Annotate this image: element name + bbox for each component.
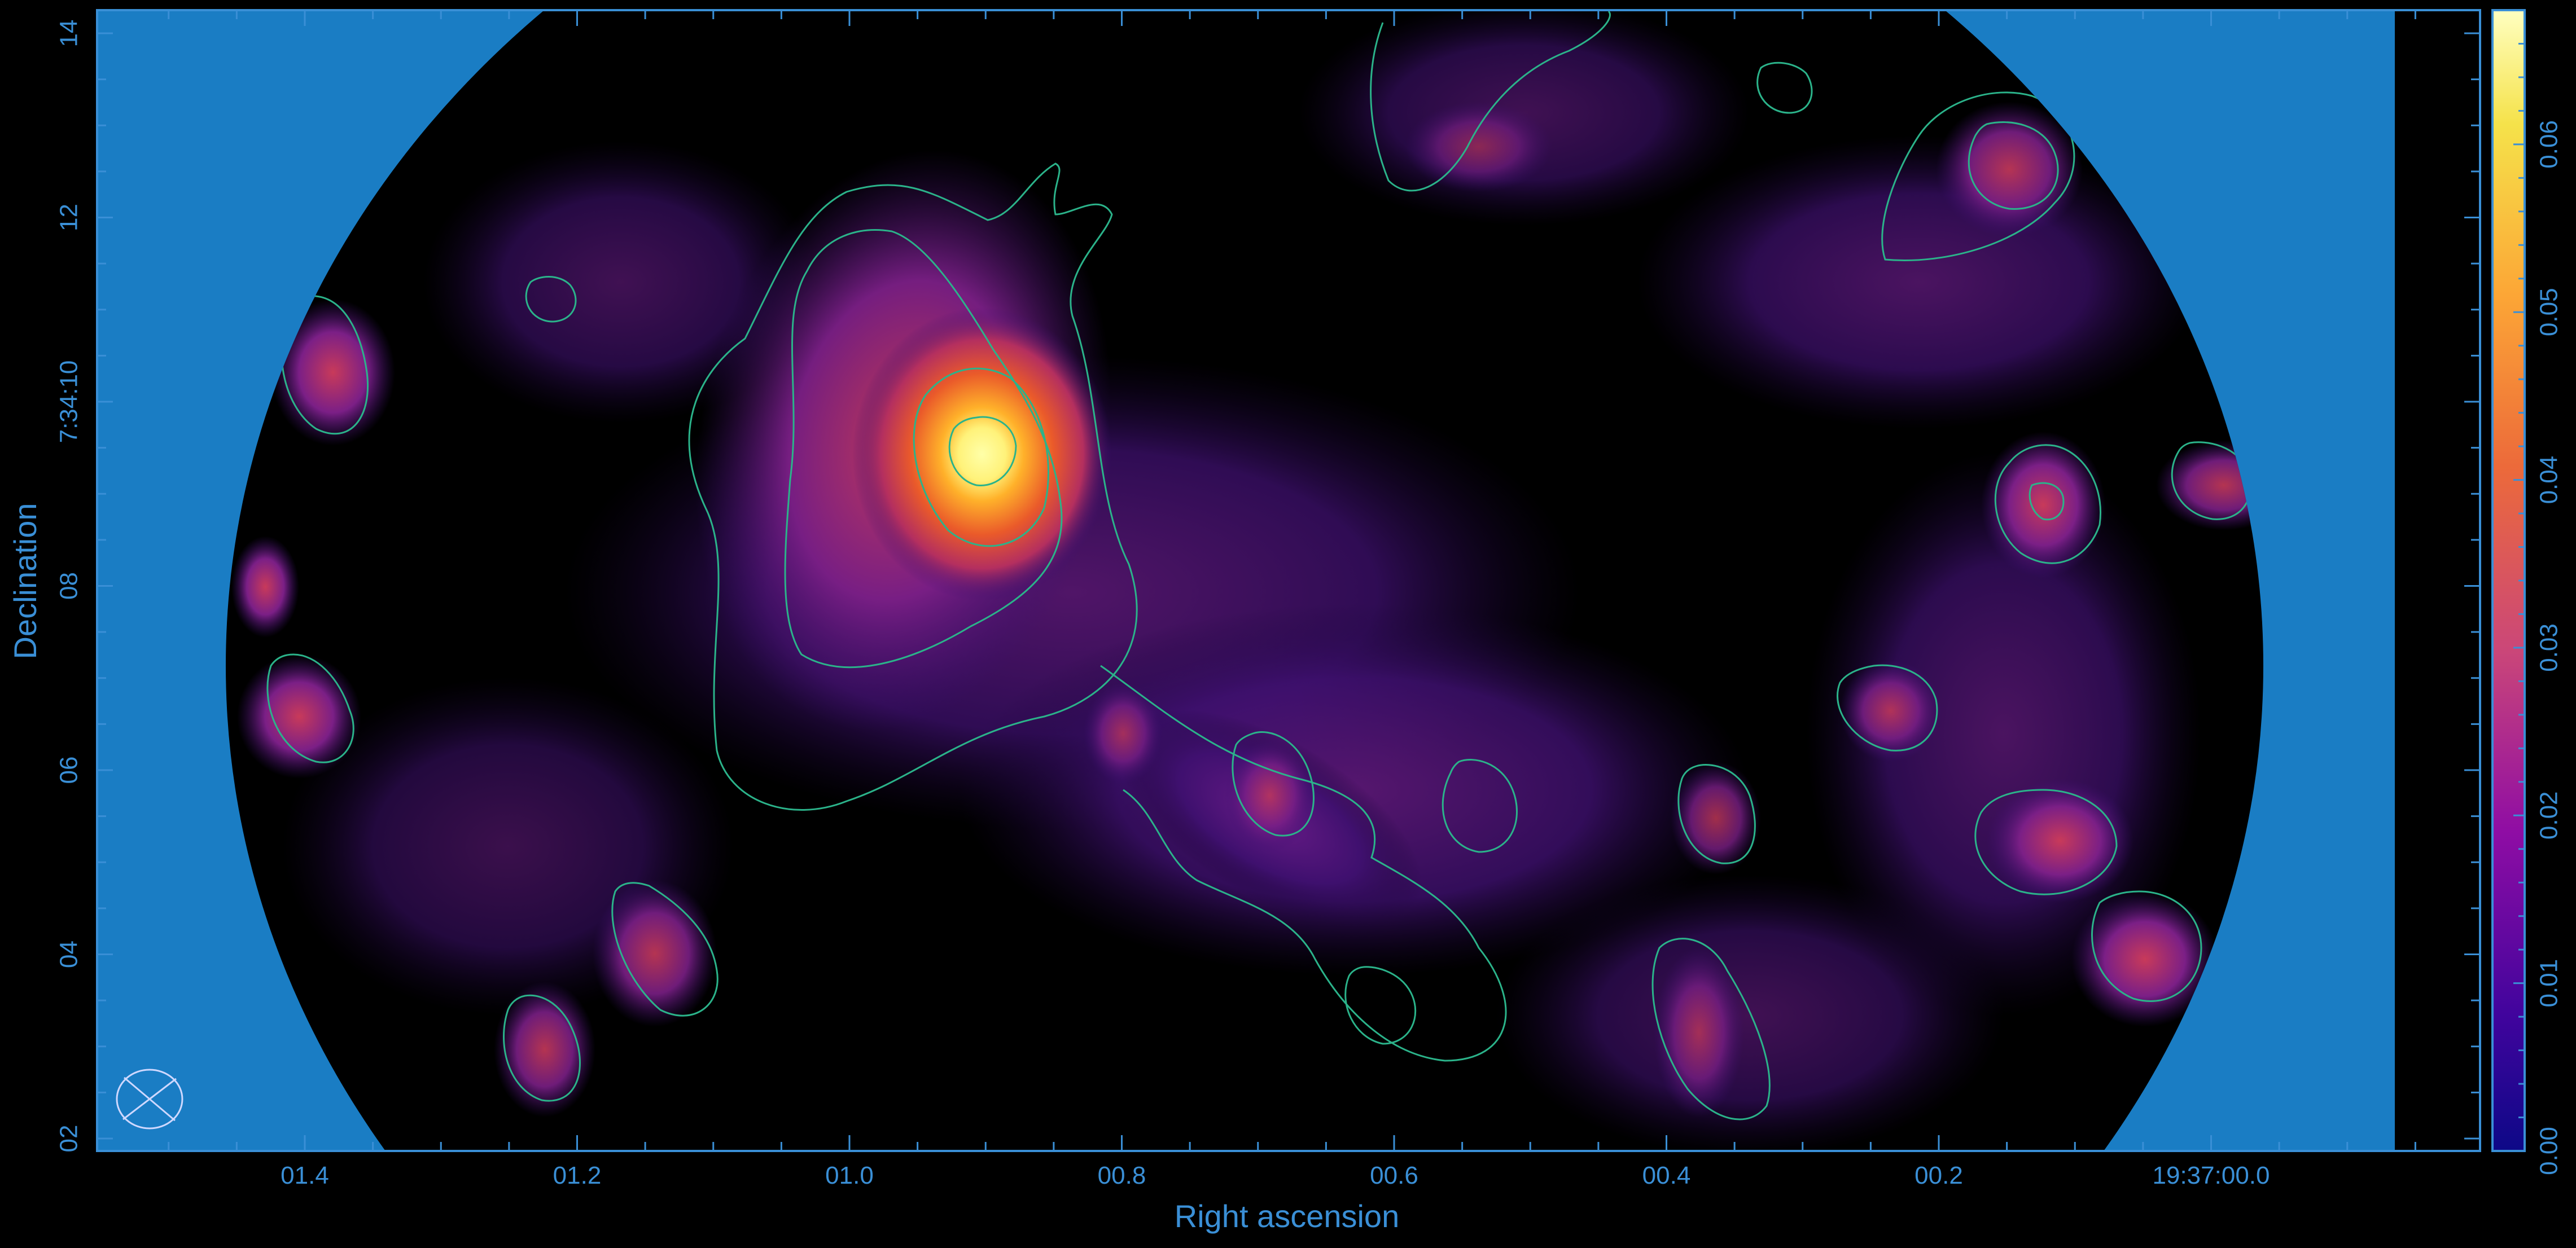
x-tick-label: 00.8 bbox=[1098, 1162, 1146, 1189]
colorbar-tick-label: 0.01 bbox=[2535, 959, 2563, 1008]
image-field bbox=[226, 10, 2263, 1151]
y-tick-label: 12 bbox=[55, 204, 83, 231]
compact-source bbox=[231, 536, 299, 638]
plot-frame bbox=[96, 9, 2481, 1152]
x-tick-label: 01.2 bbox=[553, 1162, 602, 1189]
colorbar: 0.00 0.01 0.02 0.03 0.04 0.05 0.06 bbox=[2491, 9, 2563, 1175]
x-axis-title: Right ascension bbox=[1175, 1198, 1399, 1234]
compact-source bbox=[1936, 102, 2083, 237]
compact-source bbox=[1225, 739, 1315, 852]
x-tick-label: 01.4 bbox=[281, 1162, 329, 1189]
y-tick-label: 14 bbox=[55, 20, 83, 47]
x-tick-label: 01.0 bbox=[825, 1162, 874, 1189]
compact-source bbox=[1987, 779, 2133, 903]
x-tick-label: 00.2 bbox=[1915, 1162, 1963, 1189]
compact-source bbox=[2071, 891, 2218, 1027]
colorbar-tick-label: 0.04 bbox=[2535, 456, 2563, 504]
colorbar-ticks: 0.00 0.01 0.02 0.03 0.04 0.05 0.06 bbox=[2513, 9, 2563, 1175]
compact-source bbox=[1405, 102, 1552, 192]
colorbar-tick-label: 0.06 bbox=[2535, 120, 2563, 169]
y-tick-label: 04 bbox=[55, 941, 83, 968]
x-tick-label: 19:37:00.0 bbox=[2153, 1162, 2270, 1189]
x-tick-label: 00.6 bbox=[1370, 1162, 1418, 1189]
compact-source bbox=[1671, 762, 1761, 875]
x-tick-label: 00.4 bbox=[1642, 1162, 1691, 1189]
compact-source bbox=[237, 654, 361, 779]
y-tick-label: 06 bbox=[55, 757, 83, 784]
compact-source bbox=[1981, 432, 2105, 578]
bright-core bbox=[852, 307, 1112, 601]
colorbar-tick-label: 0.00 bbox=[2535, 1127, 2563, 1175]
contour-lines bbox=[266, 10, 2251, 1120]
y-axis-title: Declination bbox=[7, 503, 43, 659]
colorbar-tick-label: 0.05 bbox=[2535, 288, 2563, 336]
x-axis-ticks: 01.4 01.2 01.0 00.8 00.6 00.4 00.2 19:37:00.0 bbox=[168, 10, 2416, 1189]
y-axis-ticks: 14 12 7:34:10 08 06 04 02 bbox=[55, 20, 2480, 1153]
beam-ellipse bbox=[116, 1069, 183, 1130]
y-tick-label: 02 bbox=[55, 1125, 83, 1153]
y-tick-label: 08 bbox=[55, 572, 83, 600]
compact-source bbox=[494, 982, 595, 1117]
compact-source bbox=[593, 880, 717, 1027]
compact-source bbox=[1084, 683, 1163, 784]
colorbar-tick-label: 0.03 bbox=[2535, 623, 2563, 672]
diffuse-emission bbox=[1496, 875, 2004, 1151]
y-tick-label: 7:34:10 bbox=[55, 361, 83, 443]
compact-source bbox=[1840, 660, 1942, 762]
colorbar-tick-label: 0.02 bbox=[2535, 791, 2563, 840]
right-blank-strip bbox=[2395, 10, 2480, 1151]
compact-source bbox=[1654, 948, 1744, 1117]
